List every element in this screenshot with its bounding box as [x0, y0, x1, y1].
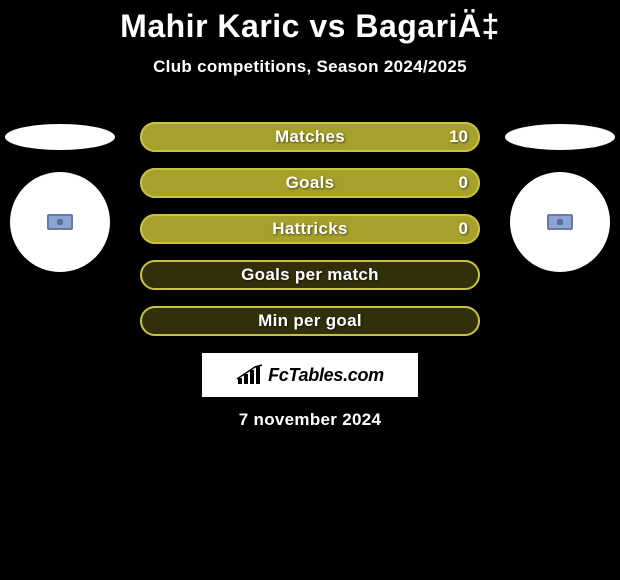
stat-label: Hattricks	[140, 219, 480, 239]
stat-label: Goals	[140, 173, 480, 193]
player-left-column	[0, 120, 120, 272]
player-right-ellipse	[505, 124, 615, 150]
stat-row-goals-per-match: Goals per match	[140, 260, 480, 290]
date-label: 7 november 2024	[0, 410, 620, 430]
stat-row-goals: Goals 0	[140, 168, 480, 198]
stat-row-hattricks: Hattricks 0	[140, 214, 480, 244]
subtitle: Club competitions, Season 2024/2025	[0, 57, 620, 77]
stats-list: Matches 10 Goals 0 Hattricks 0 Goals per…	[140, 122, 480, 336]
bars-icon	[236, 364, 264, 386]
stat-value: 0	[459, 173, 468, 193]
page-title: Mahir Karic vs BagariÄ‡	[0, 0, 620, 45]
placeholder-image-icon	[547, 214, 573, 230]
stat-label: Matches	[140, 127, 480, 147]
brand-text: FcTables.com	[268, 365, 384, 386]
stat-label: Min per goal	[140, 311, 480, 331]
placeholder-image-icon	[47, 214, 73, 230]
stat-value: 0	[459, 219, 468, 239]
stat-row-matches: Matches 10	[140, 122, 480, 152]
player-left-ellipse	[5, 124, 115, 150]
stat-label: Goals per match	[140, 265, 480, 285]
player-right-column	[500, 120, 620, 272]
stat-row-min-per-goal: Min per goal	[140, 306, 480, 336]
stat-value: 10	[449, 127, 468, 147]
player-left-avatar	[10, 172, 110, 272]
player-right-avatar	[510, 172, 610, 272]
brand-badge: FcTables.com	[202, 353, 418, 397]
